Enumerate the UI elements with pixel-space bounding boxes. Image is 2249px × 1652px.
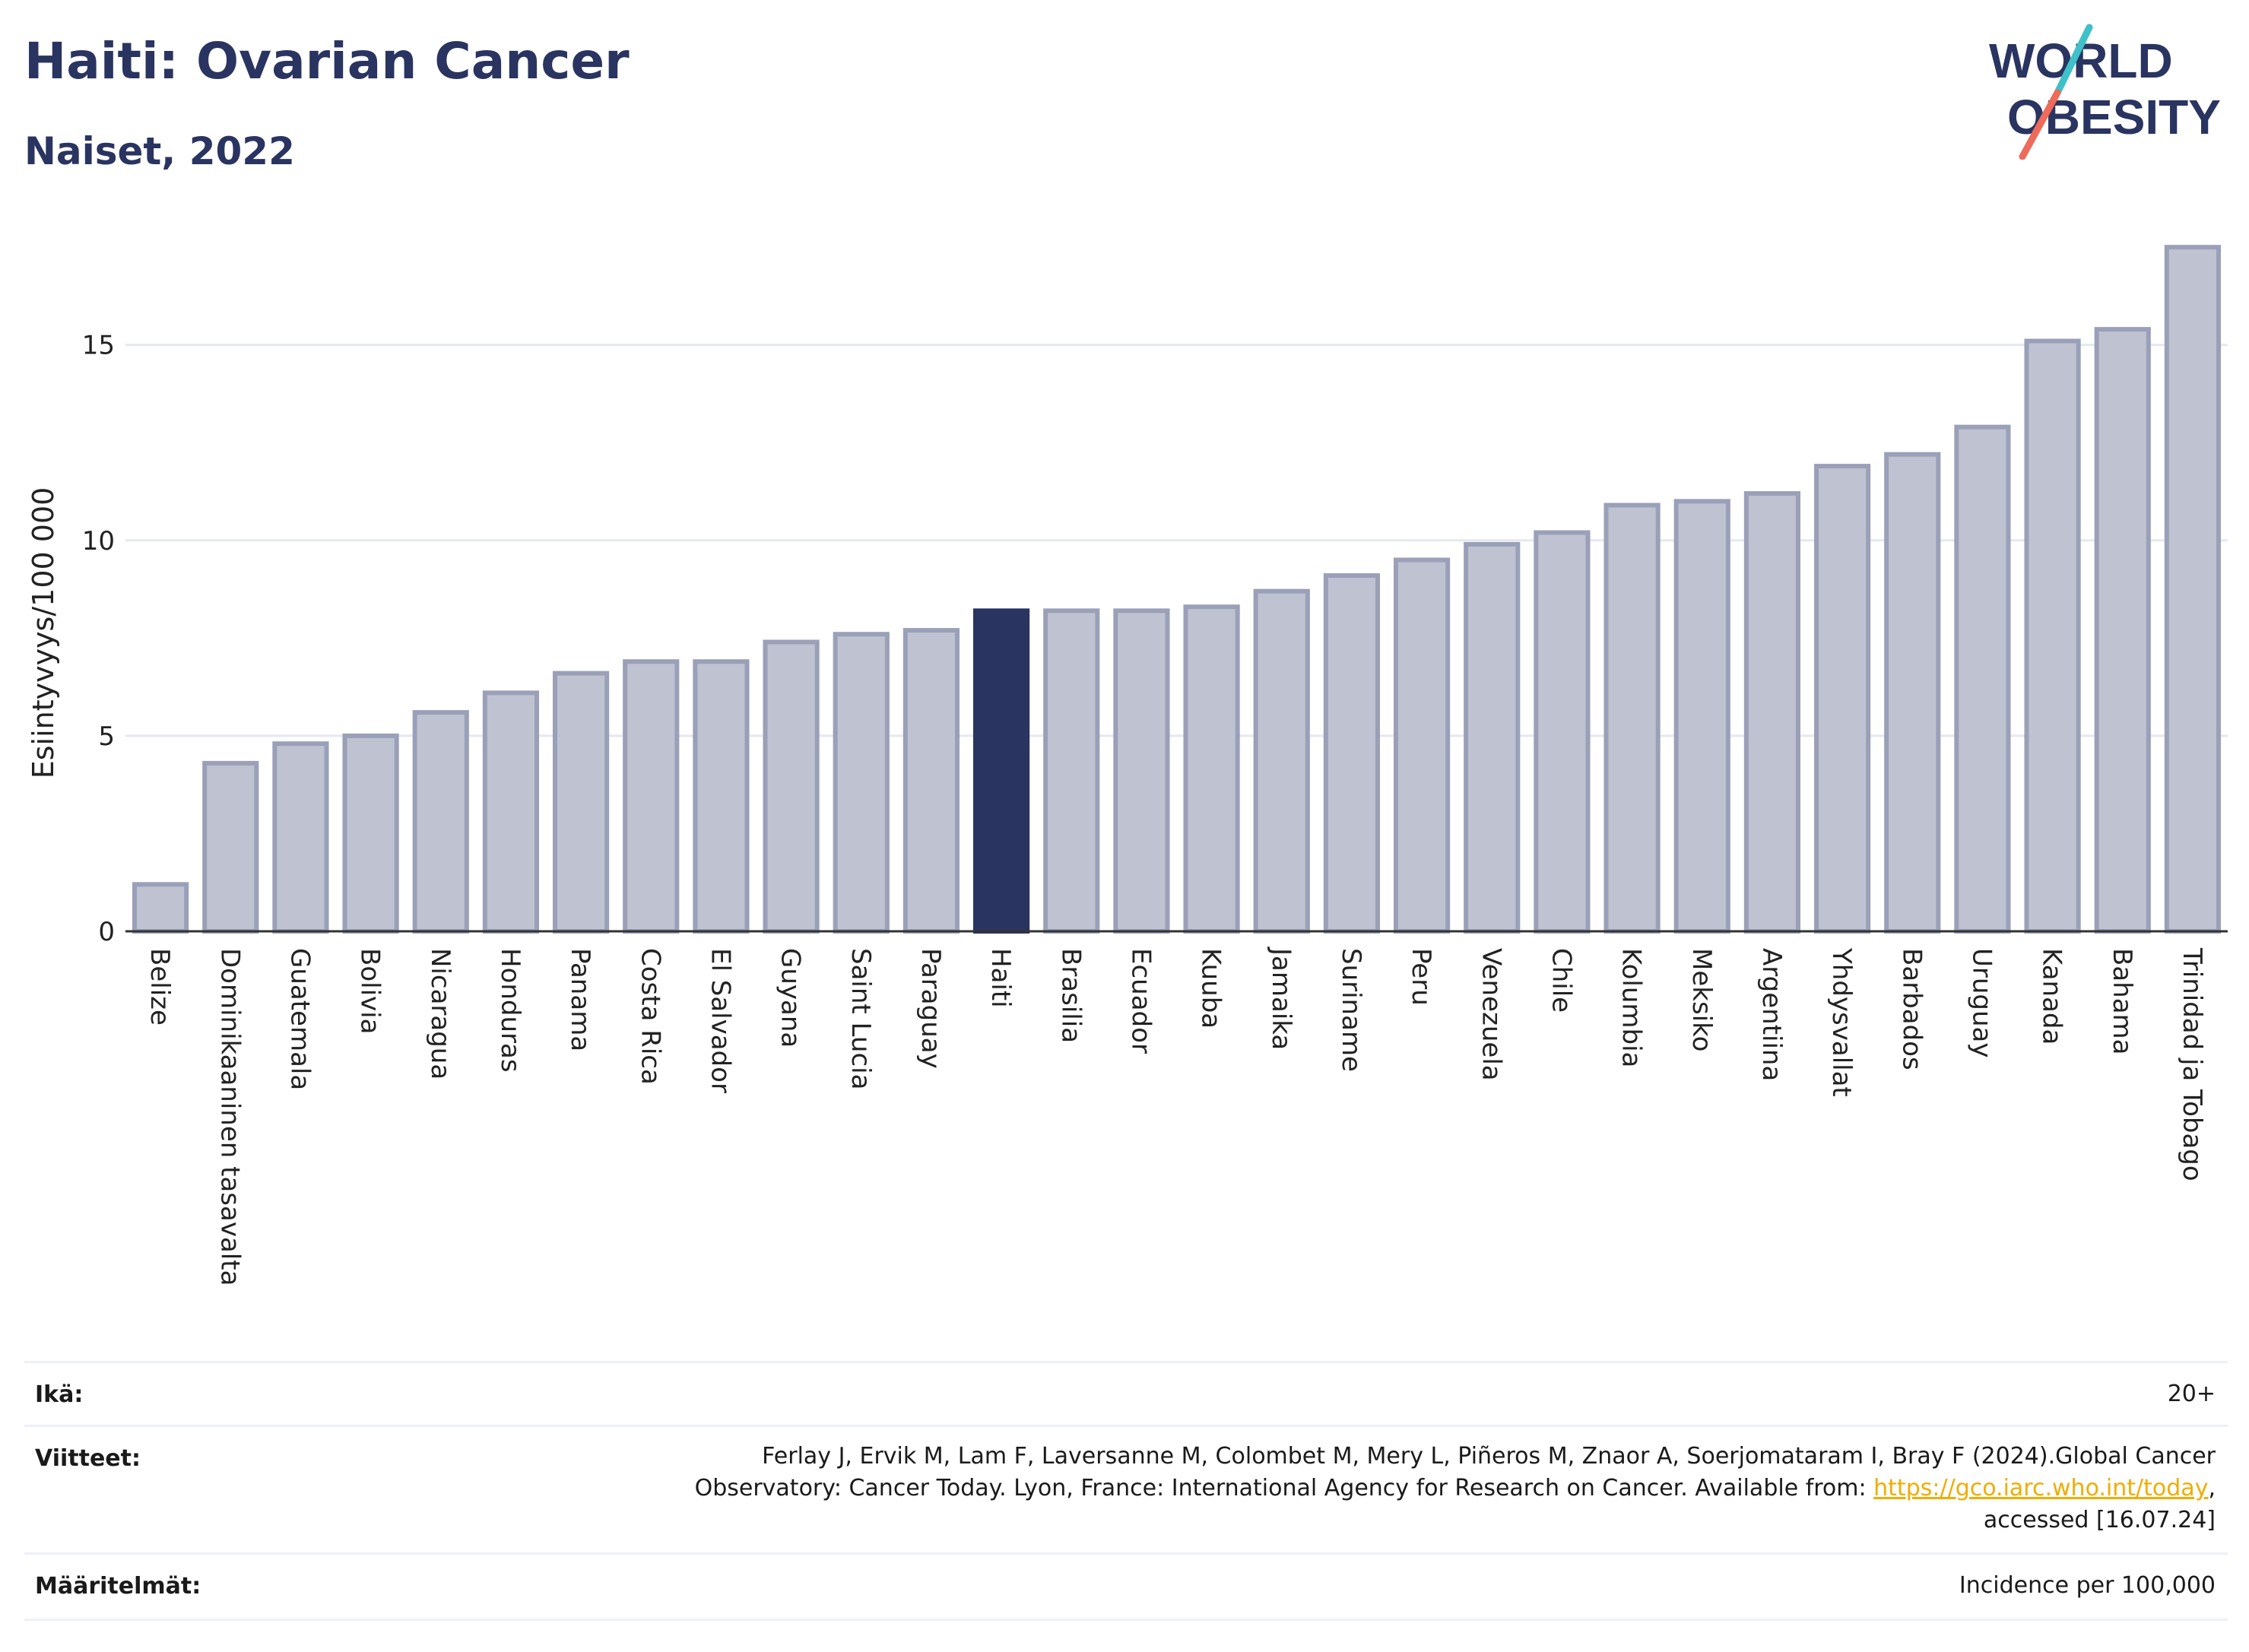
references-link[interactable]: https://gco.iarc.who.int/today (1873, 1475, 2209, 1501)
bar (693, 659, 750, 934)
x-tick-label: Uruguay (1966, 948, 1997, 1058)
bar (2094, 327, 2151, 934)
bar (1464, 541, 1521, 934)
bar (132, 882, 189, 934)
meta-row-references: Viitteet: Ferlay J, Ervik M, Lam F, Lave… (24, 1425, 2228, 1555)
x-tick-label: Honduras (495, 948, 525, 1073)
x-tick-label: Brasilia (1055, 948, 1086, 1043)
x-tick-label: Peru (1406, 948, 1436, 1006)
x-tick-label: Costa Rica (635, 948, 665, 1085)
x-tick-label: Paraguay (915, 948, 946, 1069)
bar (1673, 499, 1730, 934)
x-tick-label: Kuuba (1196, 948, 1226, 1029)
x-tick-label: Haiti (985, 948, 1016, 1008)
bar (902, 628, 960, 934)
x-tick-label: Dominikaaninen tasavalta (214, 948, 245, 1286)
references-line-1: Ferlay J, Ervik M, Lam F, Laversanne M, … (762, 1443, 2216, 1470)
x-tick-label: Bahama (2107, 948, 2137, 1055)
bar (623, 659, 680, 934)
bar (552, 671, 610, 934)
x-tick-label: Meksiko (1686, 948, 1717, 1051)
bar (202, 760, 259, 934)
world-obesity-logo: WORLD OBESITY (1989, 24, 2221, 160)
references-line-2-text: Observatory: Cancer Today. Lyon, France:… (694, 1475, 1874, 1501)
bar (1743, 491, 1801, 934)
x-tick-label: Kolumbia (1616, 948, 1647, 1067)
x-tick-label: Kanada (2037, 948, 2067, 1045)
x-tick-label: Suriname (1336, 948, 1366, 1072)
references-line-2: Observatory: Cancer Today. Lyon, France:… (695, 1473, 2216, 1505)
meta-row-definitions: Määritelmät: Incidence per 100,000 (24, 1552, 2228, 1621)
age-value: 20+ (2167, 1381, 2216, 1407)
x-tick-label: Argentiina (1756, 948, 1787, 1081)
definitions-label: Määritelmät: (35, 1573, 201, 1600)
bar (1253, 588, 1310, 934)
bar-chart: 0 5 10 15 Esiintyvyys/100 000 Belize Dominikaa… (27, 245, 2228, 1286)
bar (1323, 573, 1381, 934)
x-tick-label: Trinidad ja Tobago (2177, 947, 2207, 1181)
page-subtitle: Naiset, 2022 (24, 129, 295, 173)
bar (1393, 557, 1451, 934)
page-title: Haiti: Ovarian Cancer (24, 32, 630, 90)
x-tick-label: Chile (1546, 948, 1576, 1013)
age-label: Ikä: (35, 1381, 84, 1408)
x-tick-label: Ecuador (1125, 948, 1156, 1054)
y-tick-label: 15 (82, 331, 115, 361)
bar (1113, 608, 1170, 934)
bar (1603, 503, 1661, 934)
x-tick-label: Guatemala (284, 948, 315, 1090)
bar (1813, 464, 1871, 934)
y-tick-label: 10 (82, 526, 115, 556)
logo-slash-teal (2054, 24, 2093, 97)
x-tick-label: Guyana (776, 948, 806, 1048)
x-tick-label: Venezuela (1476, 948, 1506, 1081)
definitions-value: Incidence per 100,000 (1959, 1572, 2216, 1599)
bar (342, 733, 399, 934)
x-tick-label: Nicaragua (425, 948, 455, 1080)
references-value: Ferlay J, Ervik M, Lam F, Laversanne M, … (695, 1441, 2216, 1536)
x-tick-label: Jamaika (1266, 946, 1296, 1050)
bar (272, 741, 329, 934)
bar (1884, 452, 1941, 934)
bar (1954, 424, 2011, 934)
x-tick-label: Belize (144, 948, 175, 1026)
bar (833, 632, 890, 934)
references-line-3: accessed [16.07.24] (1983, 1507, 2216, 1533)
x-tick-label: Bolivia (355, 948, 385, 1034)
x-tick-label: Saint Lucia (845, 948, 876, 1089)
bar (412, 710, 469, 934)
bar (1043, 608, 1100, 934)
references-label: Viitteet: (35, 1445, 141, 1472)
bar (1534, 530, 1591, 934)
references-line-2-suffix: , (2208, 1475, 2216, 1501)
bar (2024, 338, 2081, 934)
bar (2164, 245, 2222, 934)
x-tick-label: Yhdysvallat (1826, 947, 1857, 1097)
x-tick-label: Barbados (1896, 948, 1927, 1070)
bar (482, 690, 540, 934)
bar (972, 608, 1030, 934)
meta-row-age: Ikä: 20+ (24, 1361, 2228, 1427)
metadata-table: Ikä: 20+ Viitteet: Ferlay J, Ervik M, La… (24, 1361, 2228, 1621)
y-tick-label: 5 (98, 721, 115, 752)
bar (1183, 604, 1240, 934)
y-axis-label: Esiintyvyys/100 000 (27, 487, 60, 779)
bar (763, 639, 820, 934)
logo-slash-coral (2019, 89, 2061, 160)
x-tick-label: Panama (565, 948, 595, 1051)
x-tick-label: El Salvador (705, 948, 735, 1093)
y-tick-label: 0 (98, 917, 115, 947)
